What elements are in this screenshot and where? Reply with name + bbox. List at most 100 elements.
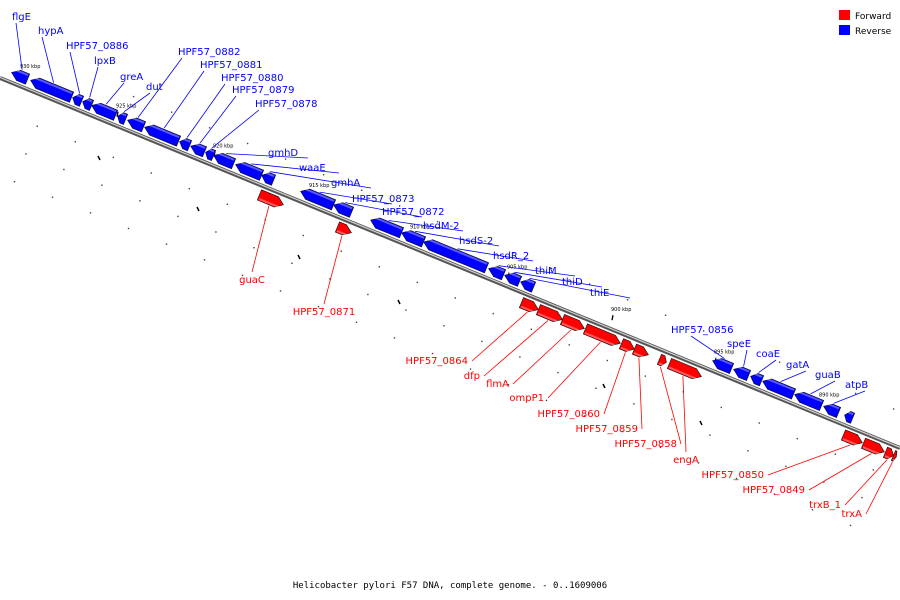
label-hsdr-2[interactable]: hsdR_2 bbox=[493, 251, 529, 262]
label-trxa[interactable]: trxA bbox=[841, 509, 862, 520]
gene-atpb[interactable] bbox=[823, 402, 842, 418]
gene-block bbox=[504, 272, 523, 287]
gene-waae[interactable] bbox=[235, 160, 265, 181]
label-hpf57-0880[interactable]: HPF57_0880 bbox=[221, 73, 283, 84]
label-atpb[interactable]: atpB bbox=[845, 380, 868, 391]
gene-gmha[interactable] bbox=[261, 171, 277, 186]
bg-dot bbox=[416, 281, 418, 284]
leader-line bbox=[137, 57, 183, 118]
gene-hsds-2[interactable] bbox=[401, 228, 427, 248]
bg-dot bbox=[431, 352, 434, 355]
gene-trxa[interactable] bbox=[890, 450, 898, 462]
label-flge[interactable]: flgE bbox=[12, 12, 31, 23]
gene-lpxb[interactable] bbox=[82, 97, 95, 111]
gene-hpf57-0881[interactable] bbox=[144, 123, 182, 147]
gene-gata[interactable] bbox=[762, 377, 797, 400]
label-hpf57-0872[interactable]: HPF57_0872 bbox=[382, 207, 444, 218]
label-hpf57-0873[interactable]: HPF57_0873 bbox=[352, 194, 414, 205]
label-lpxb[interactable]: lpxB bbox=[94, 56, 116, 67]
gene-guab[interactable] bbox=[794, 390, 825, 411]
gene-hpf57-0871[interactable] bbox=[334, 221, 352, 237]
gene-flma[interactable] bbox=[559, 314, 585, 333]
gene-hpf57-0879[interactable] bbox=[190, 141, 208, 158]
gene-hpf57-0882[interactable] bbox=[127, 116, 147, 133]
gene-thie[interactable] bbox=[520, 277, 537, 293]
label-waae[interactable]: waaE bbox=[299, 163, 326, 174]
label-hpf57-0856[interactable]: HPF57_0856 bbox=[671, 325, 733, 336]
gene-block bbox=[423, 239, 490, 274]
gene-grea[interactable] bbox=[91, 101, 119, 121]
gene-hpf57-0860[interactable] bbox=[618, 338, 635, 354]
gene-hypa[interactable] bbox=[30, 76, 75, 103]
label-hsds-2[interactable]: hsdS-2 bbox=[459, 236, 493, 247]
bg-dot bbox=[773, 493, 776, 495]
gene-hpf57-0859[interactable] bbox=[631, 343, 649, 359]
gene-guac[interactable] bbox=[256, 189, 284, 209]
label-gata[interactable]: gatA bbox=[786, 360, 809, 371]
leader-line bbox=[319, 191, 393, 205]
label-dut[interactable]: dut bbox=[146, 82, 163, 93]
label-enga[interactable]: engA bbox=[673, 455, 699, 466]
gene-atpb-tail[interactable] bbox=[844, 410, 856, 424]
label-gmha[interactable]: gmhA bbox=[331, 178, 360, 189]
gene-hpf57-0858[interactable] bbox=[656, 353, 667, 367]
label-thim[interactable]: thiM bbox=[535, 266, 557, 277]
gene-shine bbox=[263, 171, 275, 178]
gene-hpf57-0872[interactable] bbox=[333, 200, 355, 218]
gene-trxb-1[interactable] bbox=[882, 446, 894, 460]
label-thid[interactable]: thiD bbox=[562, 277, 583, 288]
gene-hpf57-0864[interactable] bbox=[518, 297, 539, 314]
gene-hpf57-0849[interactable] bbox=[860, 437, 885, 456]
label-gmhd[interactable]: gmhD bbox=[268, 148, 298, 159]
gene-shine bbox=[668, 366, 700, 381]
gene-thim[interactable] bbox=[488, 264, 507, 281]
gene-thid[interactable] bbox=[504, 271, 523, 287]
gene-hsdr-2[interactable] bbox=[423, 237, 490, 274]
label-hpf57-0878[interactable]: HPF57_0878 bbox=[255, 99, 317, 110]
gene-hpf57-0886[interactable] bbox=[72, 93, 85, 107]
label-trxb-1[interactable]: trxB_1 bbox=[809, 500, 841, 511]
gene-hpf57-0880[interactable] bbox=[179, 137, 193, 152]
gene-shine bbox=[842, 438, 861, 447]
leader-line bbox=[186, 83, 226, 138]
gene-ompp1[interactable] bbox=[582, 323, 621, 348]
label-flma[interactable]: flmA bbox=[486, 379, 509, 390]
gene-enga[interactable] bbox=[666, 358, 702, 381]
label-ompp1[interactable]: ompP1 bbox=[509, 393, 544, 404]
label-guac[interactable]: guaC bbox=[239, 275, 265, 286]
label-hpf57-0879[interactable]: HPF57_0879 bbox=[232, 85, 294, 96]
label-hpf57-0882[interactable]: HPF57_0882 bbox=[178, 47, 240, 58]
label-hpf57-0886[interactable]: HPF57_0886 bbox=[66, 41, 128, 52]
label-hpf57-0881[interactable]: HPF57_0881 bbox=[200, 60, 262, 71]
label-hpf57-0859[interactable]: HPF57_0859 bbox=[576, 424, 638, 435]
label-spee[interactable]: speE bbox=[727, 339, 751, 350]
label-hpf57-0871[interactable]: HPF57_0871 bbox=[293, 307, 355, 318]
gene-hsdm-2[interactable] bbox=[370, 215, 405, 239]
gene-hpf57-0850[interactable] bbox=[840, 429, 863, 447]
label-hpf57-0858[interactable]: HPF57_0858 bbox=[615, 439, 677, 450]
gene-hpf57-0878[interactable] bbox=[205, 148, 217, 161]
gene-dut[interactable] bbox=[117, 111, 129, 125]
label-hpf57-0864[interactable]: HPF57_0864 bbox=[406, 356, 468, 367]
label-hpf57-0850[interactable]: HPF57_0850 bbox=[702, 470, 764, 481]
bg-dot bbox=[208, 127, 211, 129]
label-hpf57-0849[interactable]: HPF57_0849 bbox=[743, 485, 805, 496]
bg-dot bbox=[215, 231, 217, 233]
label-hypa[interactable]: hypA bbox=[38, 26, 64, 37]
label-guab[interactable]: guaB bbox=[815, 370, 841, 381]
leader-line bbox=[89, 66, 99, 98]
label-thie[interactable]: thiE bbox=[590, 288, 609, 299]
label-hpf57-0860[interactable]: HPF57_0860 bbox=[538, 409, 600, 420]
gene-block bbox=[30, 77, 75, 103]
label-grea[interactable]: greA bbox=[120, 72, 143, 83]
label-hsdm-2[interactable]: hsdM-2 bbox=[423, 221, 460, 232]
gene-gmhd[interactable] bbox=[213, 151, 237, 170]
gene-flge[interactable] bbox=[11, 68, 31, 85]
gene-hpf57-0856[interactable] bbox=[712, 356, 735, 374]
label-coae[interactable]: coaE bbox=[756, 349, 780, 360]
gene-hpf57-0873[interactable] bbox=[300, 187, 337, 211]
gene-dfp[interactable] bbox=[535, 304, 563, 324]
label-dfp[interactable]: dfp bbox=[464, 371, 480, 382]
gene-coae[interactable] bbox=[750, 372, 765, 387]
gene-spee[interactable] bbox=[733, 365, 752, 381]
